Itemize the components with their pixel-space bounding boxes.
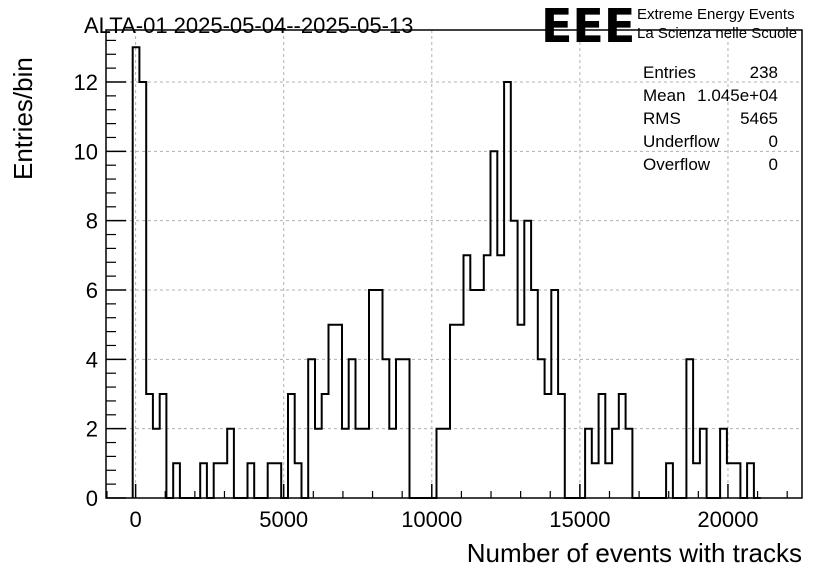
y-tick-label: 8 [86, 209, 98, 234]
stats-value: 1.045e+04 [697, 86, 778, 105]
histogram-bin [666, 463, 673, 498]
histogram-bin [349, 359, 356, 498]
histogram-bin [220, 463, 227, 498]
histogram-bin [268, 463, 275, 498]
stats-value: 238 [750, 63, 778, 82]
histogram-bin [585, 429, 592, 498]
histogram-bin [599, 394, 606, 498]
x-tick-label: 0 [129, 507, 141, 532]
y-axis: 0 2 4 6 8 10 12 [74, 39, 126, 511]
histogram-bin [491, 151, 498, 498]
y-tick-label: 10 [74, 139, 98, 164]
histogram-bin [173, 463, 180, 498]
histogram-bin [383, 359, 390, 498]
histogram-bin [497, 255, 504, 498]
histogram-bin [160, 394, 167, 498]
histogram-bin [457, 325, 464, 498]
histogram-bin [518, 325, 525, 498]
y-axis-label: Entries/bin [8, 57, 38, 180]
histogram-bin [626, 429, 633, 498]
histogram-bin [470, 290, 477, 498]
logo-line-1: Extreme Energy Events [637, 6, 795, 23]
histogram-bin [464, 255, 471, 498]
stats-label: Overflow [643, 155, 711, 174]
plot-frame [105, 29, 803, 499]
y-tick-label: 12 [74, 70, 98, 95]
histogram-bin [545, 394, 552, 498]
histogram-bin [362, 429, 369, 498]
histogram-bin [612, 429, 619, 498]
y-tick-label: 0 [86, 486, 98, 511]
x-axis-label: Number of events with tracks [467, 538, 802, 568]
histogram-bin [437, 429, 444, 498]
histogram-bin [592, 463, 599, 498]
histogram-bin [288, 394, 295, 498]
histogram-bin [619, 394, 626, 498]
logo-line-2: La Scienza nelle Scuole [637, 25, 797, 42]
x-tick-label: 15000 [549, 507, 610, 532]
x-tick-label: 5000 [259, 507, 308, 532]
histogram-bin [605, 463, 612, 498]
histogram-bin [369, 290, 376, 498]
histogram-bin [274, 463, 281, 498]
histogram-bin [328, 325, 335, 498]
histogram-bin [227, 429, 234, 498]
histogram-bin [396, 359, 403, 498]
histogram-bin [376, 290, 383, 498]
histogram-bin [247, 463, 254, 498]
histogram-bin [734, 463, 741, 498]
eee-logo: EEE Extreme Energy Events La Scienza nel… [541, 0, 797, 53]
histogram-bin [558, 394, 565, 498]
stats-box: Entries 238 Mean 1.045e+04 RMS 5465 Underflow 0… [643, 63, 778, 174]
histogram-bin [443, 429, 450, 498]
histogram-bin [335, 325, 342, 498]
y-tick-label: 4 [86, 347, 98, 372]
stats-label: Mean [643, 86, 686, 105]
histogram-bin [538, 359, 545, 498]
histogram-bin [504, 82, 511, 498]
histogram-bin [200, 463, 207, 498]
stats-label: RMS [643, 109, 681, 128]
histogram-bin [139, 82, 146, 498]
x-tick-label: 10000 [401, 507, 462, 532]
stats-label: Entries [643, 63, 696, 82]
histogram-bin [146, 394, 153, 498]
histogram-bin [511, 221, 518, 498]
grid-lines [106, 30, 802, 498]
x-tick-label: 20000 [697, 507, 758, 532]
histogram-bin [531, 290, 538, 498]
histogram-bin [720, 429, 727, 498]
histogram-bin [403, 359, 410, 498]
stats-value: 0 [769, 132, 778, 151]
histogram-bin [727, 463, 734, 498]
stats-label: Underflow [643, 132, 720, 151]
histogram-bin [477, 290, 484, 498]
histogram-bin [693, 463, 700, 498]
histogram-bin [524, 221, 531, 498]
histogram-bin [389, 429, 396, 498]
histogram-bin [355, 429, 362, 498]
histogram-bin [308, 359, 315, 498]
x-axis: 0 5000 10000 15000 20000 [106, 484, 788, 532]
histogram-bin [322, 394, 329, 498]
y-tick-label: 6 [86, 278, 98, 303]
histogram-bin [315, 429, 322, 498]
histogram-bin [133, 47, 140, 498]
histogram-bin [484, 255, 491, 498]
histogram-bin [214, 463, 221, 498]
histogram-bin [747, 463, 754, 498]
stats-value: 5465 [740, 109, 778, 128]
y-tick-label: 2 [86, 417, 98, 442]
histogram-bin [686, 359, 693, 498]
histogram-bin [551, 290, 558, 498]
histogram-bin [153, 429, 160, 498]
histogram-bin [450, 325, 457, 498]
logo-mark: EEE [541, 0, 635, 53]
stats-value: 0 [769, 155, 778, 174]
histogram-bin [700, 429, 707, 498]
histogram-bin [295, 463, 302, 498]
histogram-bin [342, 429, 349, 498]
chart-title: ALTA-01 2025-05-04--2025-05-13 [84, 13, 413, 38]
